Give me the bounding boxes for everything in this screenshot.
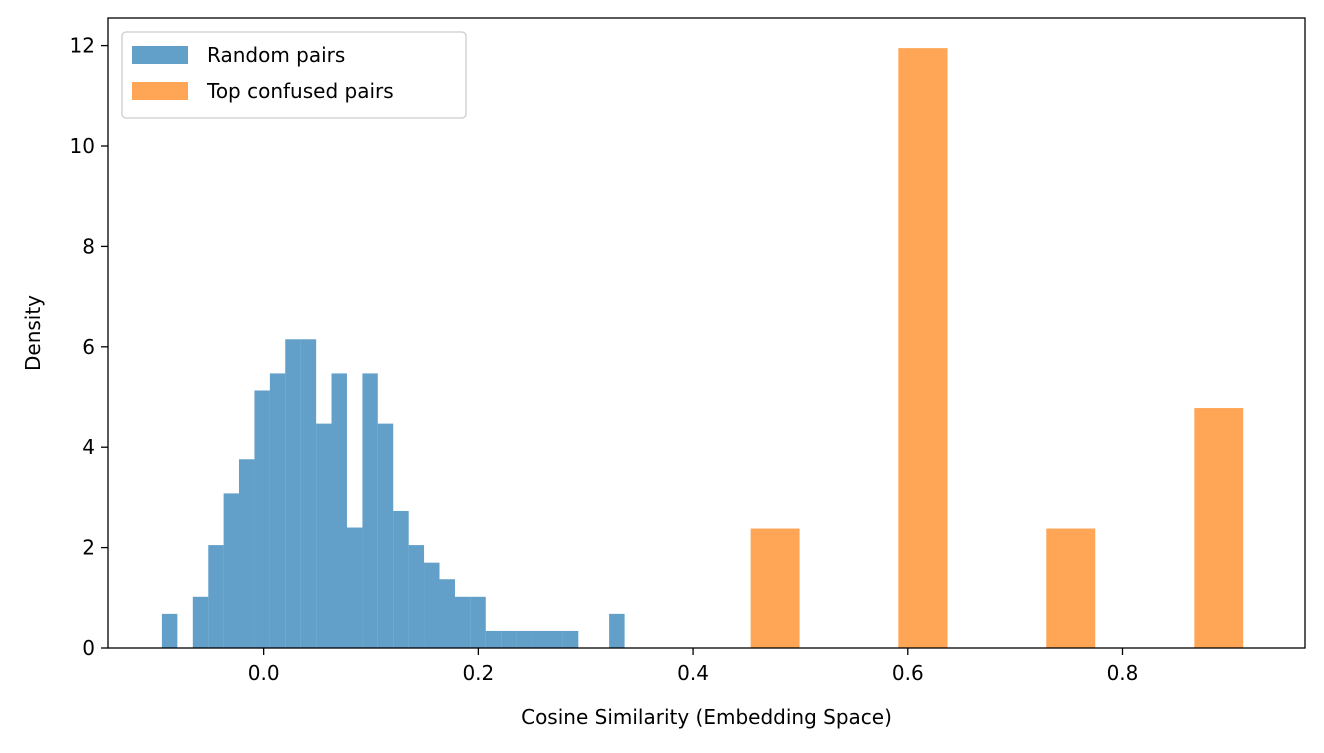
histogram-bar-series0-bin13 (377, 423, 394, 648)
y-tick-label: 4 (82, 435, 95, 459)
legend: Random pairs Top confused pairs (121, 31, 467, 119)
x-tick-label: 0.4 (677, 661, 709, 685)
y-tick-label: 8 (82, 234, 95, 258)
histogram-bar-series0-bin16 (424, 562, 440, 648)
y-tick-label: 6 (82, 335, 95, 359)
histogram-bar-series0-bin3 (223, 493, 239, 648)
bars-layer (161, 48, 1244, 649)
histogram-bar-series0-bin10 (331, 373, 347, 648)
y-axis-label: Density (21, 295, 45, 371)
x-tick-label: 0.6 (892, 661, 924, 685)
histogram-bar-series0-bin24 (547, 630, 563, 648)
y-tick-label: 0 (82, 636, 95, 660)
histogram-bar-series0-bin14 (393, 510, 409, 648)
histogram-bar-series0-bin23 (532, 630, 548, 648)
histogram-bar-series0-bin11 (346, 527, 363, 648)
histogram-bar-series0-bin6 (269, 373, 286, 648)
histogram-bar-series0-bin22 (516, 630, 533, 648)
histogram-bar-series0-bin7 (285, 339, 301, 648)
histogram-bar-series1-bin1 (898, 48, 948, 649)
histogram-bar-series0-bin5 (254, 390, 270, 648)
histogram-bar-series0-bin21 (501, 630, 517, 648)
x-tick-label: 0.2 (462, 661, 494, 685)
x-tick-label: 0.8 (1107, 661, 1139, 685)
legend-label: Top confused pairs (206, 79, 394, 103)
x-axis-ticks: 0.0 0.2 0.4 0.6 0.8 (248, 648, 1139, 685)
histogram-bar-series0-bin8 (300, 339, 317, 648)
y-tick-label: 12 (70, 34, 95, 58)
histogram-bar-series0-bin18 (454, 596, 471, 648)
y-tick-label: 10 (70, 134, 95, 158)
legend-swatch (132, 82, 188, 100)
axes-frame (107, 17, 1306, 649)
histogram-bar-series0-bin25 (562, 630, 579, 648)
histogram-bar-series0-bin15 (408, 545, 425, 648)
y-tick-label: 2 (82, 536, 95, 560)
histogram-bar-series1-bin2 (1046, 528, 1096, 648)
histogram-bar-series0-bin17 (439, 579, 455, 648)
histogram-bar-series1-bin0 (750, 528, 800, 648)
legend-swatch (132, 46, 188, 64)
x-tick-label: 0.0 (248, 661, 280, 685)
histogram-bar-series0-bin0 (161, 613, 178, 648)
legend-label: Random pairs (207, 43, 345, 67)
histogram-bar-series0-bin26 (609, 613, 625, 648)
x-axis-label: Cosine Similarity (Embedding Space) (521, 705, 892, 729)
histogram-bar-series0-bin20 (485, 630, 502, 648)
histogram-bar-series0-bin12 (362, 373, 378, 648)
histogram-bar-series0-bin1 (192, 596, 209, 648)
histogram-bar-series1-bin3 (1194, 408, 1244, 648)
histogram-bar-series0-bin19 (470, 596, 486, 648)
histogram-bar-series0-bin4 (238, 459, 255, 648)
y-axis-ticks: 0 2 4 6 8 10 12 (70, 34, 108, 660)
legend-box (121, 31, 467, 119)
histogram-bar-series0-bin2 (208, 545, 224, 648)
histogram-bar-series0-bin9 (316, 423, 332, 648)
